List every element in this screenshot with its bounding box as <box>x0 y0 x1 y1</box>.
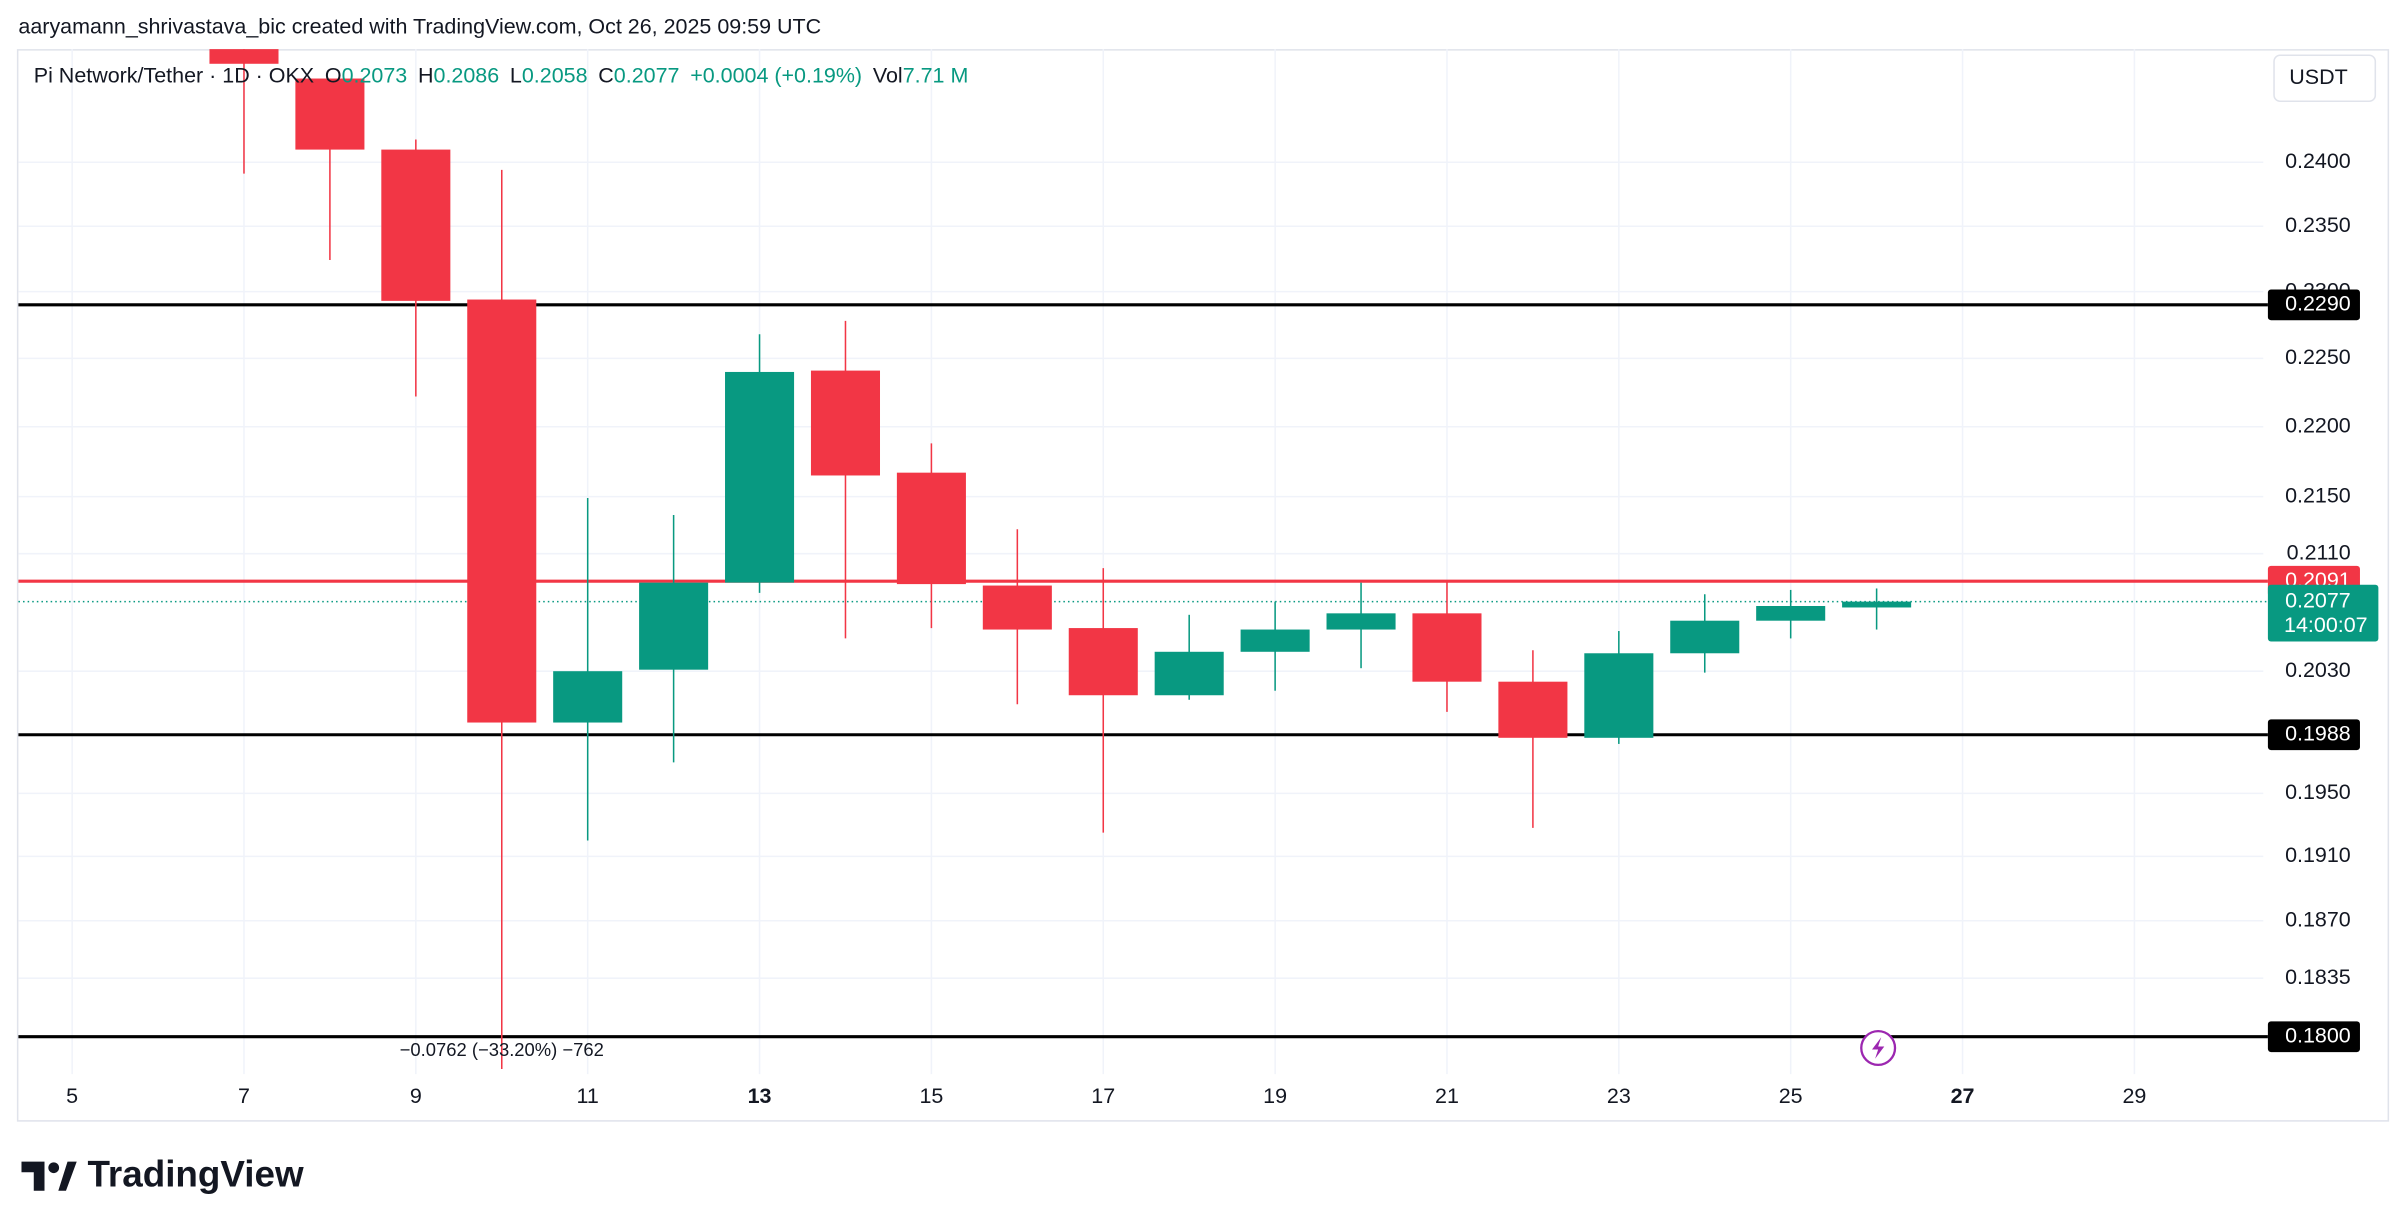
candle-body <box>1240 629 1310 652</box>
legend-key: O <box>325 63 342 87</box>
y-tick-label: 0.2350 <box>2285 213 2351 237</box>
candle-body <box>1756 606 1826 621</box>
y-tick-label: 0.2110 <box>2287 540 2351 564</box>
y-tick-label: 0.2400 <box>2285 149 2351 173</box>
x-tick-label: 13 <box>748 1084 772 1108</box>
y-tick-label: 0.1835 <box>2285 965 2351 989</box>
x-tick-label: 23 <box>1607 1084 1631 1108</box>
candle-body <box>1670 620 1740 654</box>
candle-body <box>553 671 623 723</box>
x-tick-label: 21 <box>1435 1084 1459 1108</box>
last-price-box <box>2267 584 2379 642</box>
y-tick-label: 0.1910 <box>2285 843 2351 867</box>
currency: USDT <box>2289 65 2347 89</box>
candle-body <box>982 585 1052 630</box>
y-tick-label: 0.2030 <box>2285 658 2351 682</box>
annotation: −0.0762 (−33.20%) −762 <box>400 1039 604 1060</box>
candle-body <box>639 582 709 670</box>
candle-body <box>896 472 966 585</box>
y-tick-label: 0.2250 <box>2285 345 2351 369</box>
candle-body <box>209 49 279 64</box>
x-tick-label: 5 <box>66 1084 78 1108</box>
legend-value: 0.2073 <box>342 63 408 87</box>
level-label-box <box>2267 289 2360 321</box>
legend-value: 0.2058 <box>522 63 588 87</box>
legend-value: 0.2077 <box>614 63 680 87</box>
candle-body <box>1584 653 1654 738</box>
legend-key: H <box>418 63 434 87</box>
event-icon[interactable] <box>1860 1029 1897 1067</box>
legend-value: 7.71 M <box>903 63 969 87</box>
axes: 0.24000.23500.23000.22500.22000.21500.21… <box>66 149 2379 1108</box>
level-label-box <box>2267 719 2360 751</box>
candle-body <box>1412 613 1482 682</box>
candle-body <box>467 299 537 723</box>
levels <box>18 303 2268 1039</box>
candle-body <box>1842 601 1912 608</box>
event-bolt <box>1872 1037 1885 1059</box>
y-tick-label: 0.1950 <box>2285 780 2351 804</box>
candle-body <box>1154 651 1224 696</box>
x-tick-label: 9 <box>410 1084 422 1108</box>
y-tick-label: 0.2200 <box>2285 413 2351 437</box>
candle-body <box>1498 681 1568 738</box>
level-label: 0.1800 <box>2285 1023 2351 1047</box>
level-label: 0.2290 <box>2285 292 2351 316</box>
candle-body <box>725 371 795 583</box>
legend-change: +0.0004 (+0.19%) <box>690 63 862 87</box>
candle-body <box>381 149 451 301</box>
currency-box[interactable] <box>2273 54 2377 103</box>
logo-text: TradingView <box>87 1154 304 1195</box>
legend: Pi Network/Tether · 1D · OKX O0.2073 H0.20… <box>34 63 969 87</box>
candle-body <box>810 370 881 476</box>
logo-mark <box>21 1161 77 1191</box>
x-tick-label: 11 <box>577 1084 599 1108</box>
legend-key: C <box>598 63 614 87</box>
x-tick-label: 27 <box>1951 1084 1975 1108</box>
candles <box>209 49 1912 1069</box>
x-tick-label: 7 <box>238 1084 250 1108</box>
x-tick-label: 17 <box>1091 1084 1115 1108</box>
legend-key: Vol <box>873 63 903 87</box>
candle-body <box>1068 628 1138 696</box>
level-label: 0.1988 <box>2285 721 2351 745</box>
x-tick-label: 15 <box>919 1084 943 1108</box>
grid <box>18 49 2264 1075</box>
x-tick-label: 29 <box>2122 1084 2146 1108</box>
level-label-box <box>2267 1021 2360 1053</box>
logo: TradingView <box>21 1154 304 1195</box>
candle-body <box>1326 613 1396 630</box>
x-tick-label: 19 <box>1263 1084 1287 1108</box>
legend-title: Pi Network/Tether · 1D · OKX <box>34 63 314 87</box>
logo-dot <box>48 1162 60 1174</box>
y-tick-label: 0.2150 <box>2285 483 2351 507</box>
countdown: 14:00:07 <box>2284 613 2368 637</box>
legend-key: L <box>510 63 522 87</box>
legend-value: 0.2086 <box>434 63 500 87</box>
y-tick-label: 0.1870 <box>2285 907 2351 931</box>
attribution: aaryamann_shrivastava_bic created with T… <box>18 14 821 38</box>
x-tick-label: 25 <box>1779 1084 1803 1108</box>
chart-frame <box>16 49 2390 1122</box>
last-price-label: 0.2077 <box>2285 588 2351 612</box>
candle-body <box>295 78 365 150</box>
